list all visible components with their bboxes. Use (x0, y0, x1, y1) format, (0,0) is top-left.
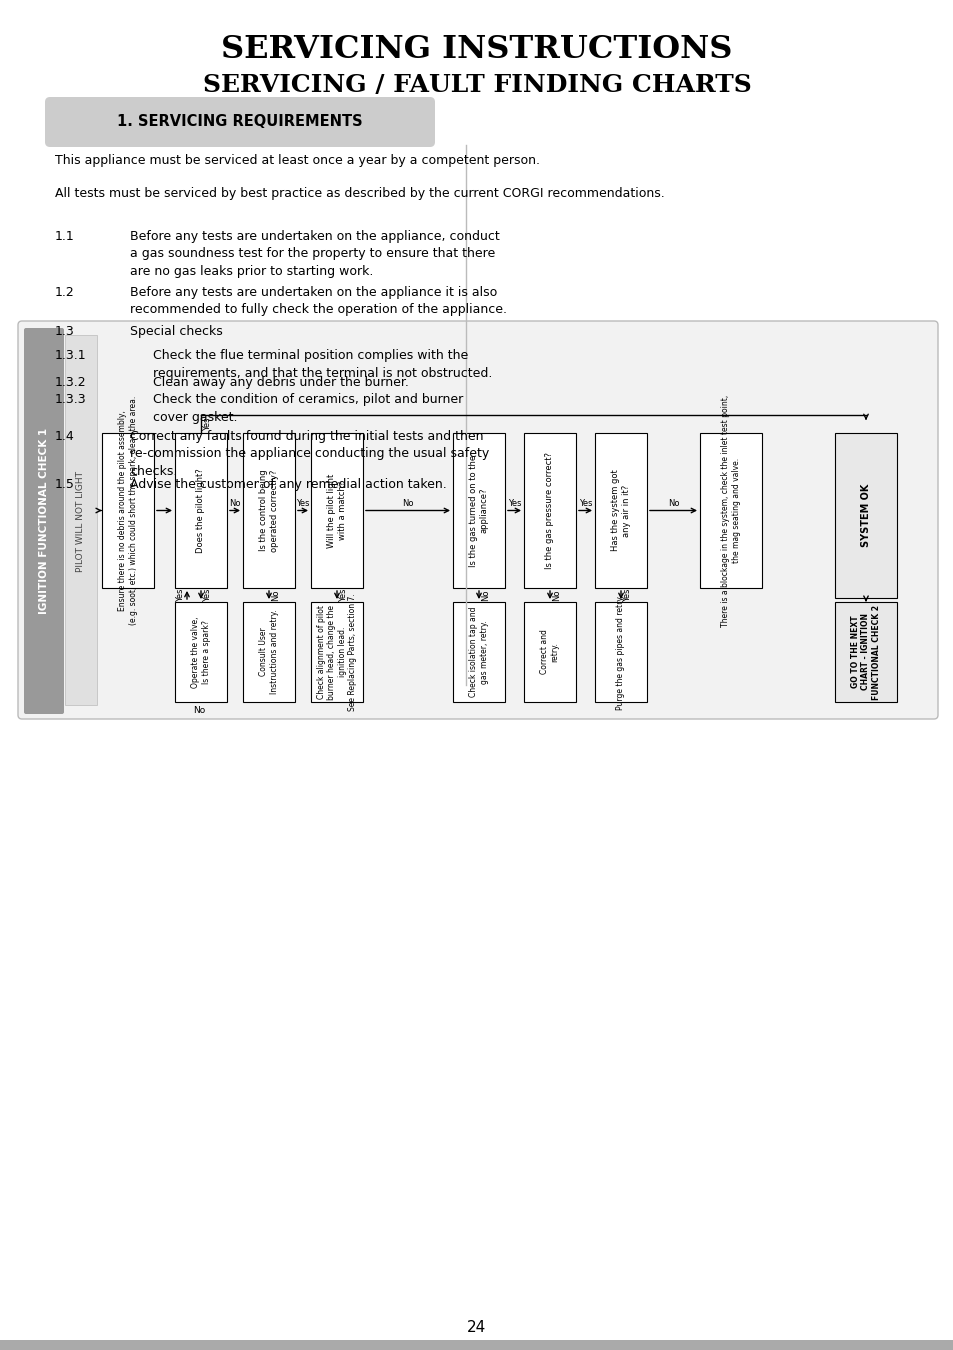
Text: Check the flue terminal position complies with the
requirements, and that the te: Check the flue terminal position complie… (152, 350, 492, 379)
Text: 1.3: 1.3 (55, 325, 74, 338)
Text: Yes: Yes (203, 417, 212, 431)
FancyBboxPatch shape (45, 97, 435, 147)
Text: 24: 24 (467, 1320, 486, 1335)
Text: Yes: Yes (175, 589, 185, 602)
Text: 1.2: 1.2 (55, 286, 74, 298)
Bar (595, 602, 646, 702)
Text: No: No (193, 706, 205, 716)
Text: Yes: Yes (338, 589, 348, 602)
Text: GO TO THE NEXT
CHART - IGNITION
FUNCTIONAL CHECK 2: GO TO THE NEXT CHART - IGNITION FUNCTION… (850, 605, 880, 699)
Text: No: No (667, 498, 679, 508)
Text: SYSTEM OK: SYSTEM OK (861, 483, 870, 547)
Text: No: No (229, 498, 240, 508)
Text: Has the system got
any air in it?: Has the system got any air in it? (611, 470, 630, 551)
Bar (243, 602, 294, 702)
Bar (174, 433, 227, 589)
Text: Correct and
retry.: Correct and retry. (539, 629, 559, 675)
Text: Is the gas pressure correct?: Is the gas pressure correct? (545, 452, 554, 568)
Text: No: No (271, 589, 280, 601)
Bar (523, 602, 576, 702)
Text: Is the control being
operated correctly?: Is the control being operated correctly? (259, 470, 278, 552)
Text: Advise the customer of any remedial action taken.: Advise the customer of any remedial acti… (130, 478, 446, 491)
Text: 1.3.2: 1.3.2 (55, 377, 87, 389)
Text: Purge the gas pipes and retry.: Purge the gas pipes and retry. (616, 594, 625, 710)
Bar (453, 433, 504, 589)
Text: No: No (402, 498, 414, 508)
Bar (311, 433, 363, 589)
Text: Before any tests are undertaken on the appliance it is also
recommended to fully: Before any tests are undertaken on the a… (130, 286, 506, 316)
Text: 1.5: 1.5 (55, 478, 74, 491)
Text: Ensure there is no debris around the pilot assembly,
(e.g. soot, etc.) which cou: Ensure there is no debris around the pil… (118, 396, 137, 625)
Bar (595, 433, 646, 589)
Text: Check isolation tap and
gas meter, retry.: Check isolation tap and gas meter, retry… (469, 606, 488, 697)
Text: 1.1: 1.1 (55, 230, 74, 243)
Text: This appliance must be serviced at least once a year by a competent person.: This appliance must be serviced at least… (55, 154, 539, 167)
Text: There is a blockage in the system, check the inlet test point,
the mag seating a: There is a blockage in the system, check… (720, 394, 740, 626)
Text: Before any tests are undertaken on the appliance, conduct
a gas soundness test f: Before any tests are undertaken on the a… (130, 230, 499, 278)
Bar (311, 602, 363, 702)
Text: No: No (480, 589, 490, 601)
Text: Yes: Yes (203, 589, 212, 602)
Bar (174, 602, 227, 702)
Bar (834, 602, 896, 702)
FancyBboxPatch shape (18, 321, 937, 720)
Text: Yes: Yes (296, 498, 310, 508)
Text: SERVICING / FAULT FINDING CHARTS: SERVICING / FAULT FINDING CHARTS (202, 73, 751, 97)
Text: Does the pilot light?: Does the pilot light? (196, 468, 205, 554)
FancyBboxPatch shape (24, 328, 64, 714)
Text: Will the pilot light
with a match?: Will the pilot light with a match? (327, 474, 346, 548)
Bar (834, 433, 896, 598)
Text: Yes: Yes (622, 589, 631, 602)
Text: 1.3.3: 1.3.3 (55, 393, 87, 406)
Text: Operate the valve,
Is there a spark?: Operate the valve, Is there a spark? (192, 616, 211, 687)
Text: No: No (552, 589, 560, 601)
Text: 1.4: 1.4 (55, 431, 74, 443)
Text: Special checks: Special checks (130, 325, 222, 338)
Text: Yes: Yes (507, 498, 520, 508)
Bar (243, 433, 294, 589)
FancyBboxPatch shape (65, 335, 97, 705)
Text: Clean away any debris under the burner.: Clean away any debris under the burner. (152, 377, 409, 389)
Bar (0, 1341, 953, 1350)
Text: SERVICING INSTRUCTIONS: SERVICING INSTRUCTIONS (221, 35, 732, 66)
Text: Check the condition of ceramics, pilot and burner
cover gasket.: Check the condition of ceramics, pilot a… (152, 393, 463, 424)
Bar (102, 433, 153, 589)
Bar (700, 433, 761, 589)
Text: Is the gas turned on to the
appliance?: Is the gas turned on to the appliance? (469, 455, 488, 567)
Bar (453, 602, 504, 702)
Text: Yes: Yes (578, 498, 592, 508)
Text: All tests must be serviced by best practice as described by the current CORGI re: All tests must be serviced by best pract… (55, 188, 664, 200)
Text: 1. SERVICING REQUIREMENTS: 1. SERVICING REQUIREMENTS (117, 115, 362, 130)
Text: Correct any faults found during the initial tests and then
re-commission the app: Correct any faults found during the init… (130, 431, 489, 478)
Text: 1.3.1: 1.3.1 (55, 350, 87, 362)
Text: PILOT WILL NOT LIGHT: PILOT WILL NOT LIGHT (76, 471, 86, 571)
Text: Consult User
Instructions and retry.: Consult User Instructions and retry. (259, 610, 278, 694)
Text: IGNITION FUNCTIONAL CHECK 1: IGNITION FUNCTIONAL CHECK 1 (39, 428, 49, 614)
Text: Check alignment of pilot
burner head, change the
ignition lead.
See Replacing Pa: Check alignment of pilot burner head, ch… (316, 593, 356, 711)
Bar (523, 433, 576, 589)
